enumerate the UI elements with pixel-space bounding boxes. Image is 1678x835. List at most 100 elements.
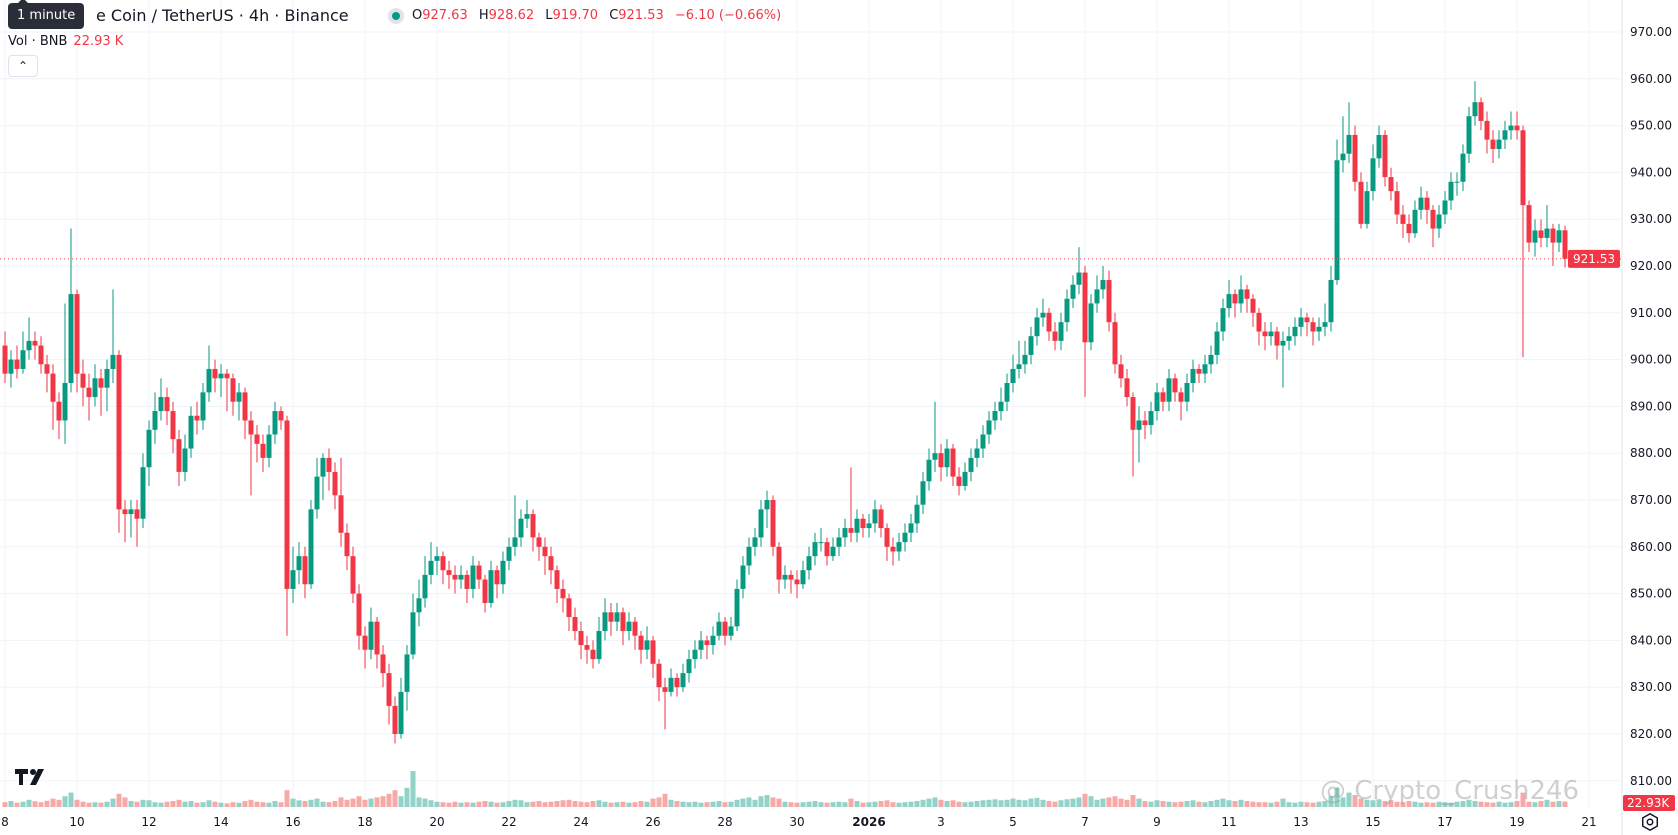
candle-body: [260, 443, 266, 458]
volume-bar: [32, 801, 38, 807]
candle-body: [1340, 153, 1346, 161]
candle-body: [1460, 153, 1466, 182]
chevron-up-icon: ⌃: [17, 59, 29, 73]
symbol-title[interactable]: e Coin / TetherUS · 4h · Binance: [96, 6, 349, 25]
open-value: 927.63: [422, 8, 468, 23]
volume-bar: [1178, 801, 1184, 807]
candle-body: [1178, 392, 1184, 402]
volume-bar: [1232, 801, 1238, 807]
volume-bar: [1268, 802, 1274, 807]
candle-body: [1454, 181, 1460, 183]
candle-body: [1364, 191, 1370, 224]
volume-bar: [728, 801, 734, 807]
x-tick-label: 3: [937, 815, 945, 829]
candle-body: [902, 532, 908, 543]
volume-bar: [1400, 802, 1406, 807]
volume-bar: [1304, 802, 1310, 807]
x-tick-label: 22: [501, 815, 516, 829]
candle-body: [710, 635, 716, 646]
candle-body: [668, 677, 674, 692]
volume-bar: [1310, 802, 1316, 807]
candle-body: [1430, 209, 1436, 229]
candle-body: [722, 621, 728, 636]
volume-bar: [320, 801, 326, 807]
close-value: 921.53: [618, 8, 664, 23]
interval-tooltip: 1 minute: [8, 0, 85, 29]
candle-body: [908, 523, 914, 533]
volume-bar: [1316, 801, 1322, 807]
candle-body: [776, 546, 782, 580]
volume-bar: [578, 801, 584, 807]
candle-body: [1040, 312, 1046, 318]
candle-body: [1514, 125, 1520, 131]
volume-legend-label: Vol · BNB: [8, 34, 68, 49]
candle-body: [734, 588, 740, 627]
volume-bar: [782, 801, 788, 807]
volume-legend[interactable]: Vol · BNB 22.93 K: [8, 34, 123, 50]
candle-body: [926, 459, 932, 482]
x-tick-label: 5: [1009, 815, 1017, 829]
volume-bar: [1352, 795, 1358, 807]
volume-bar: [746, 797, 752, 807]
volume-bar: [182, 801, 188, 807]
x-tick-label: 17: [1437, 815, 1452, 829]
y-tick-label: 910.00: [1630, 306, 1672, 320]
high-label: H: [478, 8, 489, 23]
candle-body: [1196, 368, 1202, 374]
candle-body: [32, 340, 38, 346]
price-axis[interactable]: 970.00 960.00 950.00 940.00 930.00 920.00 910.…: [1630, 25, 1672, 788]
volume-bar: [440, 802, 446, 807]
volume-bar: [80, 801, 86, 807]
candle-body: [470, 565, 476, 589]
volume-bar: [8, 801, 14, 807]
tradingview-logo-icon[interactable]: [14, 766, 48, 788]
candle-body: [518, 518, 524, 538]
candle-body: [224, 373, 230, 379]
volume-bar: [338, 797, 344, 807]
candle-body: [1202, 364, 1208, 374]
candle-body: [176, 439, 182, 472]
settings-icon[interactable]: [1640, 812, 1660, 832]
volume-bar: [176, 799, 182, 807]
candle-body: [1238, 289, 1244, 304]
volume-bar: [1550, 801, 1556, 807]
candle-body: [1112, 322, 1118, 365]
candle-body: [542, 546, 548, 557]
market-status-icon[interactable]: [388, 8, 404, 24]
volume-bar: [626, 802, 632, 807]
volume-bar: [50, 798, 56, 807]
candle-body: [638, 635, 644, 650]
candle-body: [554, 570, 560, 589]
volume-bar: [56, 799, 62, 807]
volume-bar: [854, 801, 860, 807]
volume-bar: [1334, 787, 1340, 807]
volume-bar: [1256, 802, 1262, 807]
candle-body: [1394, 191, 1400, 215]
candle-body: [584, 645, 590, 650]
candle-body: [1382, 134, 1388, 178]
candle-body: [1310, 322, 1316, 332]
candle-body: [458, 574, 464, 580]
candle-body: [1424, 197, 1430, 210]
volume-bar: [1430, 802, 1436, 807]
candle-body: [1358, 181, 1364, 224]
y-tick-label: 900.00: [1630, 353, 1672, 367]
candle-body: [506, 546, 512, 561]
candle-body: [98, 378, 104, 388]
volume-bar: [416, 797, 422, 807]
volume-bar: [1238, 799, 1244, 807]
candle-body: [1142, 420, 1148, 426]
candle-body: [56, 401, 62, 421]
volume-bar: [236, 802, 242, 807]
candle-body: [536, 537, 542, 547]
candle-body: [392, 705, 398, 734]
candle-body: [1208, 354, 1214, 365]
collapse-legend-button[interactable]: ⌃: [8, 55, 38, 77]
time-axis[interactable]: 8 10 12 14 16 18 20 22 24 26 28 30 2026 3 5 7 9 11 13 15 17 1…: [1, 815, 1596, 829]
candle-body: [80, 373, 86, 388]
volume-bar: [1406, 801, 1412, 807]
x-tick-label: 9: [1153, 815, 1161, 829]
candle-body: [494, 570, 500, 585]
x-tick-label: 19: [1509, 815, 1524, 829]
